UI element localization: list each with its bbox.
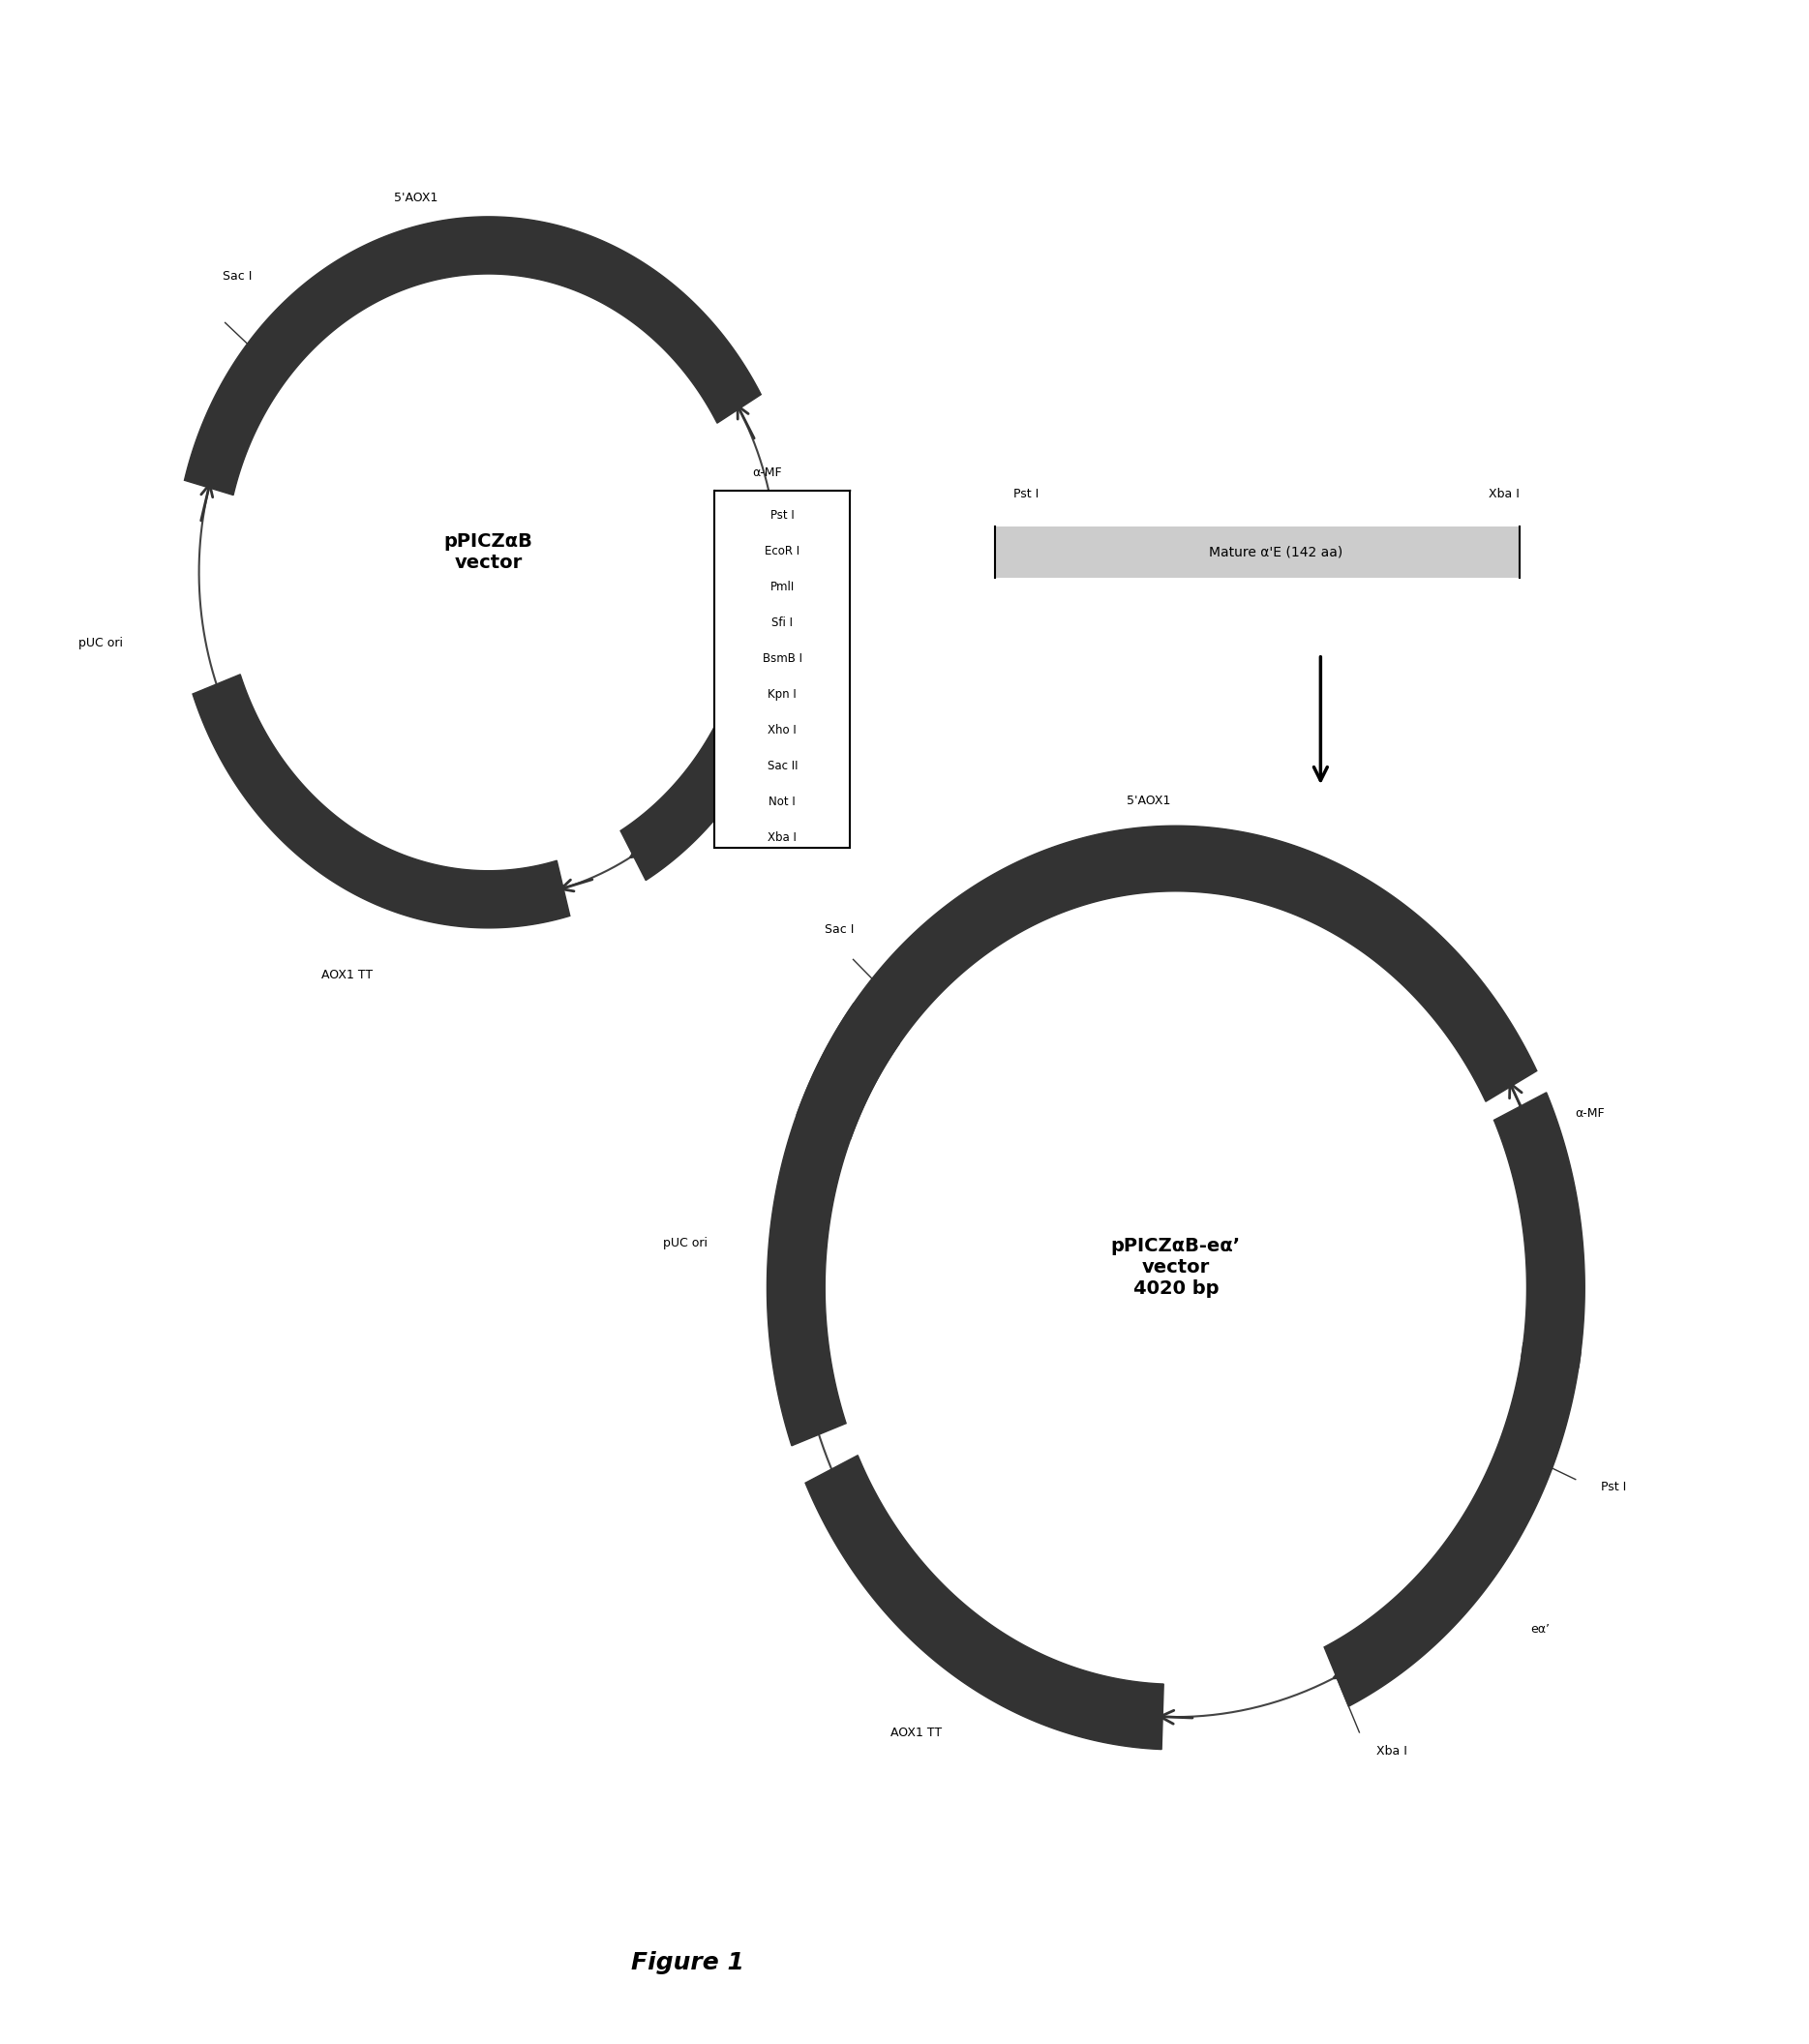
Text: AOX1 TT: AOX1 TT: [322, 969, 373, 981]
Text: Sac I: Sac I: [825, 924, 854, 936]
Text: Xba I: Xba I: [769, 832, 796, 844]
Text: pUC ori: pUC ori: [78, 638, 123, 650]
Text: Xho I: Xho I: [769, 724, 796, 736]
Polygon shape: [192, 675, 570, 928]
Polygon shape: [185, 217, 762, 495]
Text: Xba I: Xba I: [1377, 1744, 1407, 1758]
Text: Sac I: Sac I: [223, 270, 251, 282]
Text: 5'AOX1: 5'AOX1: [394, 192, 438, 204]
Text: pPICZαB
vector: pPICZαB vector: [443, 531, 534, 572]
Text: Figure 1: Figure 1: [631, 1950, 743, 1975]
Text: Mature α'E (142 aa): Mature α'E (142 aa): [1208, 546, 1342, 558]
Text: EcoR I: EcoR I: [765, 546, 800, 558]
Polygon shape: [796, 826, 1538, 1139]
Text: Pst I: Pst I: [1013, 489, 1038, 501]
FancyBboxPatch shape: [715, 491, 850, 848]
Text: pPICZαB-eα’
vector
4020 bp: pPICZαB-eα’ vector 4020 bp: [1111, 1237, 1241, 1298]
Text: 5'AOX1: 5'AOX1: [1127, 795, 1170, 807]
Polygon shape: [805, 1455, 1163, 1750]
Polygon shape: [767, 1004, 899, 1445]
Text: Sfi I: Sfi I: [772, 617, 792, 630]
Text: Xba I: Xba I: [1489, 489, 1520, 501]
Text: Not I: Not I: [769, 795, 796, 807]
Polygon shape: [1494, 1091, 1585, 1367]
Text: eα’: eα’: [1530, 1623, 1549, 1635]
Text: PmlI: PmlI: [771, 580, 794, 593]
Text: AOX1 TT: AOX1 TT: [890, 1727, 942, 1739]
Text: α-MF: α-MF: [753, 466, 781, 480]
Text: pUC ori: pUC ori: [662, 1237, 707, 1249]
Polygon shape: [620, 613, 800, 881]
Text: BsmB I: BsmB I: [763, 652, 801, 664]
Text: Kpn I: Kpn I: [769, 689, 796, 701]
Text: Pst I: Pst I: [1601, 1482, 1626, 1494]
Polygon shape: [1324, 1343, 1581, 1707]
Text: Sac II: Sac II: [767, 760, 798, 773]
Text: Pst I: Pst I: [771, 509, 794, 521]
Text: α-MF: α-MF: [1576, 1108, 1605, 1120]
Bar: [995, 525, 1520, 576]
